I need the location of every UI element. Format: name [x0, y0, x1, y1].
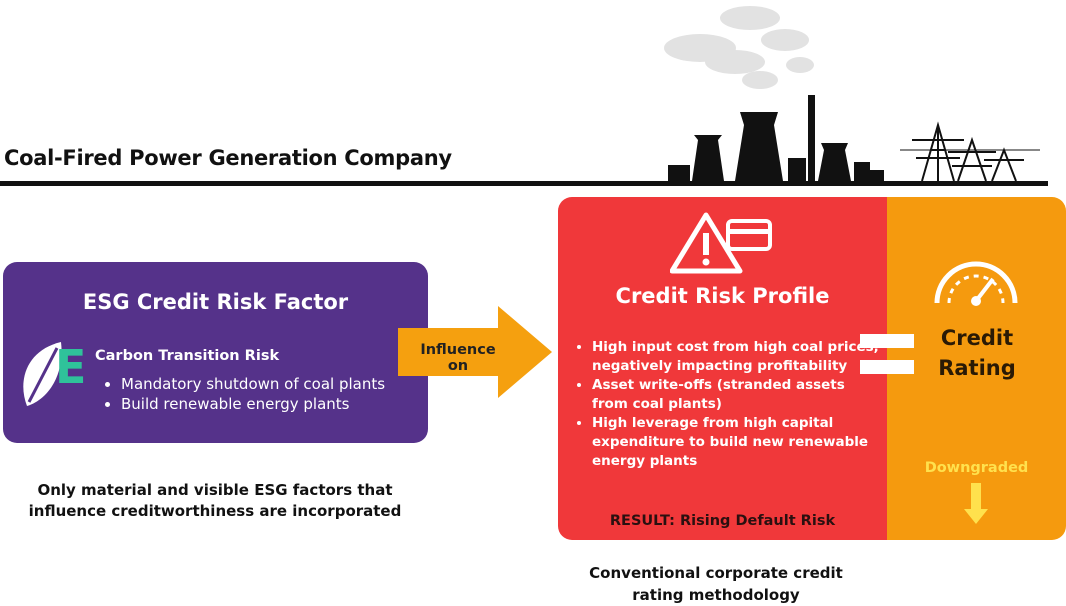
equals-bar [860, 334, 914, 348]
bullet: Build renewable energy plants [121, 394, 385, 414]
rating-box: Credit Rating Downgraded [887, 197, 1066, 540]
note: Only material and visible ESG factors th… [28, 481, 402, 520]
bullet: Mandatory shutdown of coal plants [121, 374, 385, 394]
caption: Conventional corporate credit rating met… [589, 564, 843, 604]
equals-bar [860, 360, 914, 374]
bullet: Asset write-offs (stranded assets from c… [592, 376, 882, 414]
rating-title: Credit Rating [938, 326, 1016, 380]
page-title: Coal-Fired Power Generation Company [4, 146, 452, 170]
divider [0, 181, 1048, 186]
esg-subtitle: Carbon Transition Risk [95, 348, 280, 364]
esg-letter: E [55, 340, 87, 394]
arrow-label: Influence on [420, 342, 496, 374]
risk-icon [670, 212, 772, 274]
bullet: High leverage from high capital expendit… [592, 414, 882, 471]
risk-title: Credit Risk Profile [615, 284, 830, 308]
rating-status: Downgraded [924, 460, 1029, 476]
esg-bullets: Mandatory shutdown of coal plants Build … [99, 374, 385, 414]
factory-illustration [664, 6, 1040, 182]
arrow [398, 306, 552, 398]
esg-title: ESG Credit Risk Factor [82, 290, 349, 314]
gauge-icon [934, 261, 1018, 306]
risk-result: RESULT: Rising Default Risk [609, 513, 836, 529]
esg-box: ESG Credit Risk Factor E Carbon Transiti… [3, 262, 428, 443]
bullet: High input cost from high coal prices, n… [592, 338, 882, 376]
down-arrow [964, 483, 988, 524]
risk-bullets: High input cost from high coal prices, n… [574, 338, 882, 471]
leaf-icon [23, 342, 62, 406]
risk-box: Credit Risk Profile High input cost from… [558, 197, 887, 540]
